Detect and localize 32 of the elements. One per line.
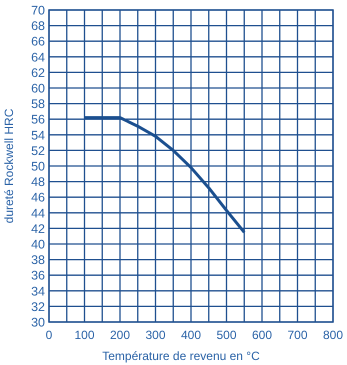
y-tick-label: 38 xyxy=(31,253,46,268)
y-tick-label: 34 xyxy=(31,284,46,298)
y-tick-label: 32 xyxy=(31,300,46,314)
y-tick-label: 52 xyxy=(31,144,46,158)
x-tick-label: 0 xyxy=(46,328,53,342)
y-tick-label: 36 xyxy=(31,268,46,283)
y-tick-label: 40 xyxy=(31,238,46,252)
x-tick-label: 800 xyxy=(322,328,344,342)
x-axis-title: Température de revenu en °C xyxy=(102,349,260,363)
y-tick-label: 56 xyxy=(31,112,46,127)
y-axis-title: dureté Rockwell HRC xyxy=(2,108,16,224)
y-tick-label: 54 xyxy=(31,128,46,142)
y-tick-label: 50 xyxy=(31,160,46,174)
y-tick-label: 64 xyxy=(31,50,46,64)
x-tick-label: 300 xyxy=(145,328,166,342)
y-tick-label: 58 xyxy=(31,97,46,112)
y-tick-label: 60 xyxy=(31,82,46,96)
x-tick-label: 200 xyxy=(110,328,130,342)
y-tick-label: 46 xyxy=(31,190,46,205)
x-tick-label: 600 xyxy=(252,328,272,342)
x-tick-label: 500 xyxy=(216,328,237,342)
y-tick-label: 48 xyxy=(31,175,46,190)
y-tick-label: 44 xyxy=(31,206,46,220)
x-tick-label: 400 xyxy=(180,328,202,342)
x-tick-label: 100 xyxy=(74,328,95,342)
y-tick-label: 62 xyxy=(31,66,46,80)
y-tick-label: 42 xyxy=(31,222,46,236)
y-tick-label: 68 xyxy=(31,19,46,34)
y-tick-label: 70 xyxy=(31,4,46,18)
y-tick-label: 30 xyxy=(31,316,46,330)
y-tick-label: 66 xyxy=(31,34,46,49)
x-tick-label: 700 xyxy=(287,328,308,342)
